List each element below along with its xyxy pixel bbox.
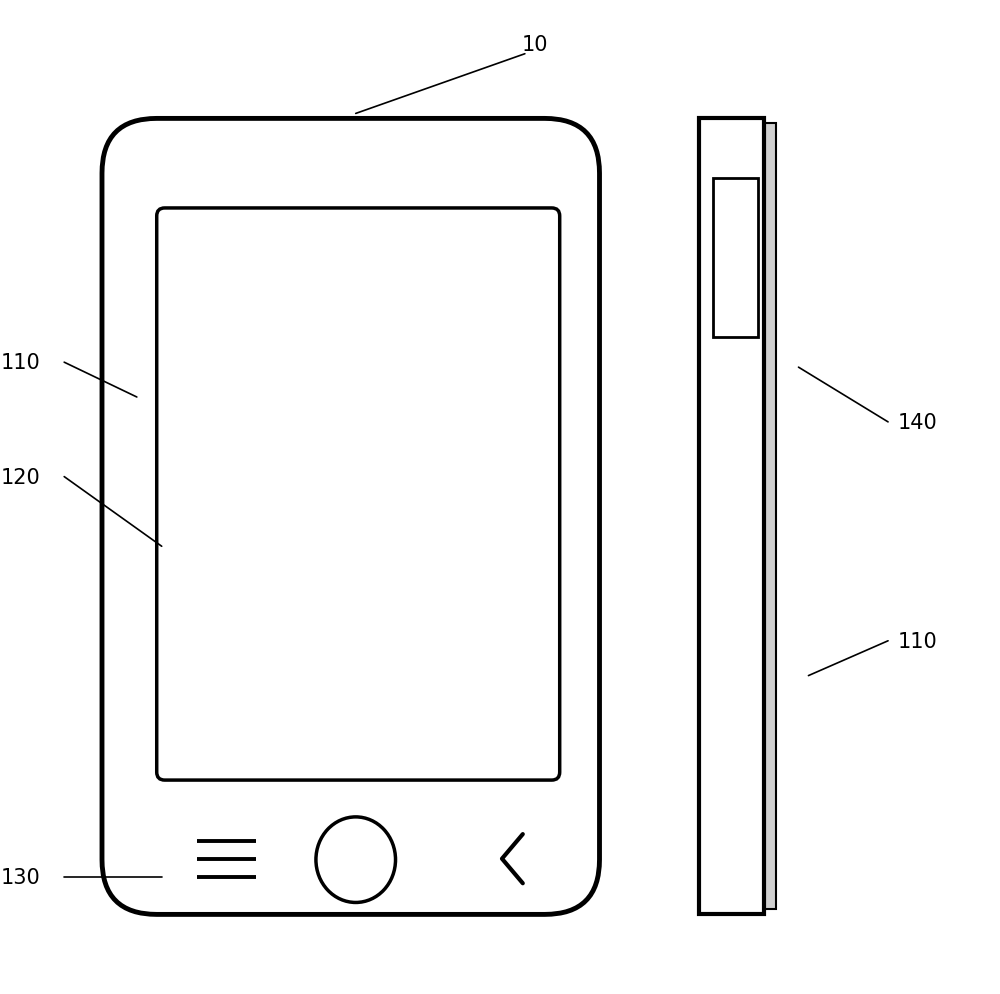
Ellipse shape [316, 817, 396, 903]
Bar [699, 119, 764, 914]
Bar [713, 179, 758, 338]
Text: 10: 10 [522, 35, 548, 55]
FancyBboxPatch shape [157, 209, 560, 780]
FancyBboxPatch shape [102, 119, 600, 914]
Text: 140: 140 [898, 413, 938, 432]
Bar [764, 124, 776, 910]
Text: 120: 120 [1, 467, 40, 487]
Text: 110: 110 [898, 631, 938, 651]
Text: 130: 130 [1, 867, 40, 887]
Text: 110: 110 [1, 353, 40, 373]
